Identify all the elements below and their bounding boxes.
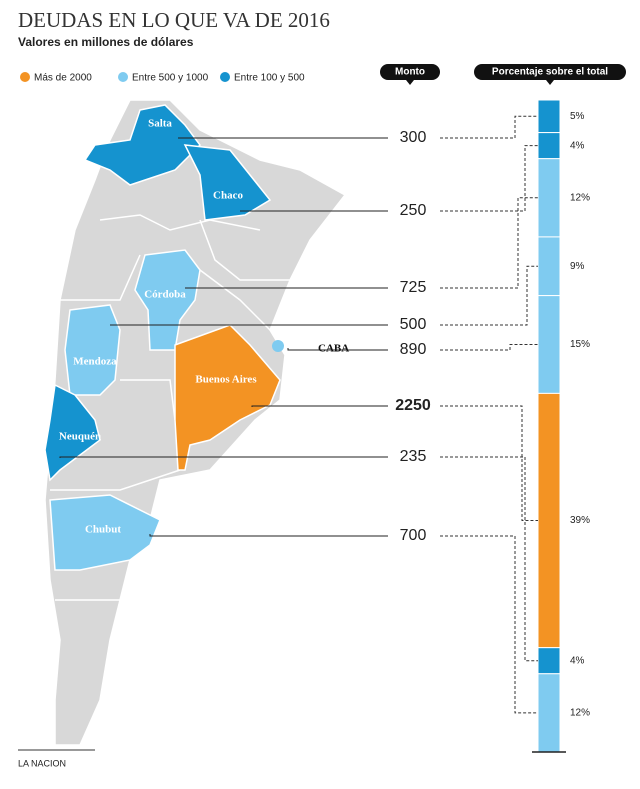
connector bbox=[440, 344, 538, 351]
province bbox=[183, 144, 272, 221]
connector bbox=[440, 197, 538, 289]
connector bbox=[440, 145, 538, 212]
column-header-bg bbox=[474, 64, 626, 80]
amount-label: 300 bbox=[400, 129, 427, 146]
bar-segment bbox=[537, 392, 561, 649]
province-label: Salta bbox=[148, 118, 172, 130]
bar-segment bbox=[537, 673, 561, 753]
province-label: Chaco bbox=[213, 190, 243, 202]
province-label: CABA bbox=[318, 343, 349, 355]
percent-label: 12% bbox=[570, 192, 590, 203]
province bbox=[64, 304, 121, 396]
legend-swatch bbox=[20, 72, 30, 82]
bar-segment bbox=[537, 158, 561, 238]
bar-segment bbox=[537, 647, 561, 675]
legend-label: Entre 500 y 1000 bbox=[132, 73, 209, 84]
province-label: Chubut bbox=[85, 524, 121, 536]
provinces bbox=[44, 104, 281, 571]
percent-label: 15% bbox=[570, 339, 590, 350]
chart-subtitle: Valores en millones de dólares bbox=[18, 35, 194, 49]
connector bbox=[440, 115, 538, 139]
amount-label: 725 bbox=[400, 279, 427, 296]
amount-label: 700 bbox=[400, 527, 427, 544]
percent-label: 12% bbox=[570, 708, 590, 719]
province bbox=[272, 340, 284, 352]
amount-label: 250 bbox=[400, 202, 427, 219]
source: LA NACION bbox=[18, 758, 66, 768]
amount-label: 890 bbox=[400, 341, 427, 358]
province-borders bbox=[50, 214, 290, 601]
leader-line bbox=[251, 405, 388, 407]
percent-label: 4% bbox=[570, 655, 585, 666]
legend-label: Entre 100 y 500 bbox=[234, 73, 305, 84]
legend-swatch bbox=[118, 72, 128, 82]
bar-segment bbox=[537, 132, 561, 160]
legend-swatch bbox=[220, 72, 230, 82]
bar-segment bbox=[537, 295, 561, 394]
amount-label: 2250 bbox=[395, 397, 431, 414]
legend-label: Más de 2000 bbox=[34, 73, 92, 84]
province-label: Mendoza bbox=[73, 356, 117, 368]
province-label: Neuquén bbox=[59, 431, 101, 443]
connector bbox=[440, 265, 538, 326]
leader-line bbox=[149, 534, 388, 537]
column-header: Porcentaje sobre el total bbox=[492, 67, 608, 78]
province bbox=[83, 104, 201, 186]
connector bbox=[440, 405, 538, 522]
province bbox=[174, 324, 281, 471]
province bbox=[49, 494, 161, 571]
province-label: Córdoba bbox=[144, 289, 186, 301]
chart-title: DEUDAS EN LO QUE VA DE 2016 bbox=[18, 8, 330, 32]
connector bbox=[440, 456, 538, 662]
bar-segment bbox=[537, 99, 561, 134]
leader-line bbox=[59, 456, 388, 458]
column-header-pointer bbox=[406, 80, 414, 85]
amount-label: 235 bbox=[400, 448, 427, 465]
province-label: Buenos Aires bbox=[195, 374, 257, 386]
column-header-bg bbox=[380, 64, 440, 80]
connector bbox=[440, 535, 538, 714]
percent-label: 39% bbox=[570, 515, 590, 526]
bar-segment bbox=[537, 236, 561, 297]
amount-label: 500 bbox=[400, 316, 427, 333]
percent-label: 9% bbox=[570, 261, 585, 272]
column-header: Monto bbox=[395, 67, 425, 78]
percent-label: 5% bbox=[570, 111, 585, 122]
column-header-pointer bbox=[546, 80, 554, 85]
province bbox=[44, 383, 101, 482]
leader-line bbox=[287, 348, 388, 351]
percent-label: 4% bbox=[570, 140, 585, 151]
